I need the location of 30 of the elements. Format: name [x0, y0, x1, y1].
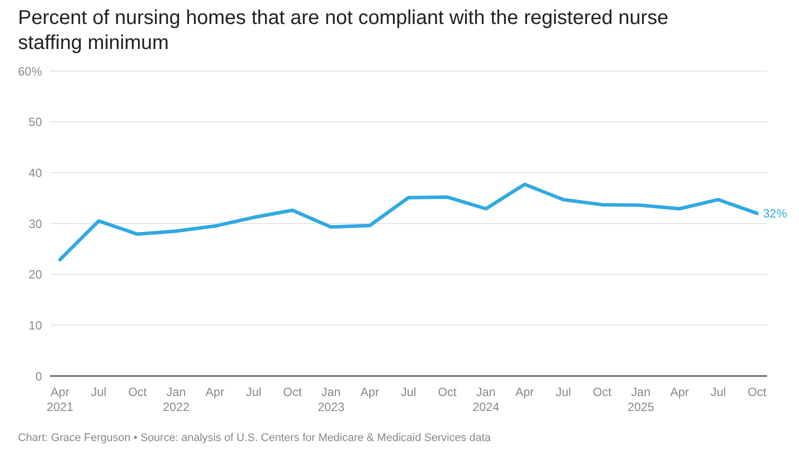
x-tick-label: Jul: [400, 385, 416, 399]
line-series: [58, 182, 759, 262]
x-tick-label: Jan 2023: [318, 385, 345, 414]
x-tick-label: Oct: [282, 385, 302, 399]
x-tick-label: Oct: [748, 385, 767, 399]
text: Chart: Grace Ferguson • Source: analysis of U.S. Centers for Medicare & Medicaid Services data: [18, 432, 491, 444]
x-tick-label: Apr: [670, 385, 689, 399]
y-tick-label: 10: [28, 318, 42, 332]
x-tick-label: Jul: [246, 385, 262, 399]
x-tick-label: Apr 2021: [46, 385, 74, 414]
x-tick-label: Oct: [128, 385, 148, 399]
y-tick-label: 30: [28, 216, 42, 231]
x-tick-label: Jan 2024: [472, 385, 500, 414]
x-tick-label: Jan 2025: [627, 385, 655, 414]
chart-title: Percent of nursing homes that are not compliant with the registered nurse staffing minimum: [18, 6, 670, 56]
y-tick-label: 20: [28, 268, 42, 282]
x-tick-label: Apr: [515, 385, 534, 399]
y-tick-label: 0: [35, 369, 42, 384]
x-tick-label: Apr: [360, 385, 380, 399]
y-tick-label: 50: [28, 115, 42, 130]
x-tick-label: Oct: [438, 385, 458, 399]
x-tick-label: Oct: [592, 385, 612, 399]
x-tick-label: Jul: [556, 385, 572, 399]
x-tick-label: Jul: [91, 385, 106, 399]
x-tick-label: Jan 2022: [162, 385, 190, 414]
y-tick-label: 40: [28, 166, 42, 180]
y-tick-label: 60%: [18, 64, 42, 78]
x-tick-label: Apr: [206, 385, 224, 399]
data-label: 32%: [763, 206, 788, 220]
x-tick-label: Jul: [710, 385, 726, 399]
